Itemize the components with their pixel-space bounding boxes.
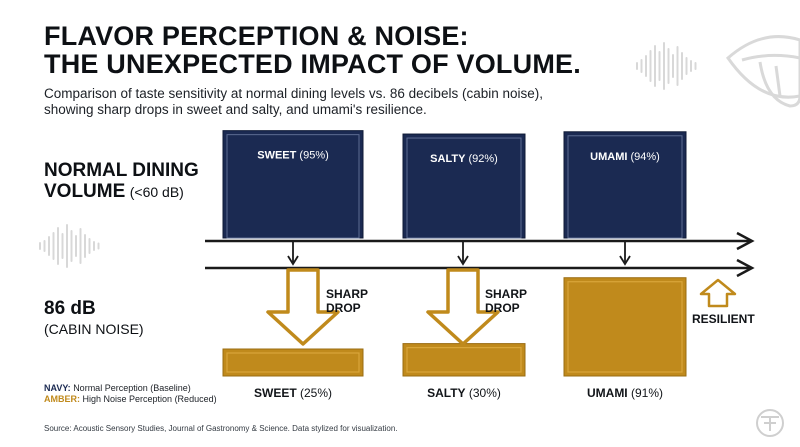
brand-logo-icon xyxy=(756,409,784,437)
bar-noise-label-salty: SALTY (30%) xyxy=(427,386,501,400)
bar-normal-value-salty: (92%) xyxy=(465,153,497,165)
sharp-drop-label-sweet-2: DROP xyxy=(326,301,361,315)
bar-normal-value-umami: (94%) xyxy=(627,151,659,163)
bar-noise-value-sweet: (25%) xyxy=(297,386,332,400)
bar-normal-category-salty: SALTY xyxy=(430,153,466,165)
bar-noise-umami xyxy=(563,277,687,377)
sharp-drop-label-sweet-1: SHARP xyxy=(326,287,368,301)
timeline-axis xyxy=(205,231,755,278)
connector-arrowhead-2 xyxy=(619,255,631,266)
bar-noise-label-umami: UMAMI (91%) xyxy=(587,386,663,400)
bar-normal-label-sweet: SWEET (95%) xyxy=(257,150,329,162)
bar-noise-label-sweet: SWEET (25%) xyxy=(254,386,332,400)
bar-noise-inner-salty xyxy=(406,347,522,373)
bar-normal-value-sweet: (95%) xyxy=(296,150,328,162)
legend-amber-text: High Noise Perception (Reduced) xyxy=(82,394,217,404)
up-arrow-icon xyxy=(699,278,737,308)
noise-level-label: 86 dB (CABIN NOISE) xyxy=(44,298,144,337)
title-line-1: FLAVOR PERCEPTION & NOISE: xyxy=(44,21,469,51)
bar-noise-value-umami: (91%) xyxy=(628,386,663,400)
bar-noise-inner-umami xyxy=(567,281,683,373)
noise-level-line-1: 86 dB xyxy=(44,298,96,319)
down-arrow-icon xyxy=(266,268,340,346)
page-subtitle: Comparison of taste sensitivity at norma… xyxy=(44,86,543,117)
bar-noise-category-salty: SALTY xyxy=(427,386,465,400)
down-arrow-icon xyxy=(426,268,500,346)
normal-volume-line-1: NORMAL DINING xyxy=(44,160,199,181)
bar-noise-salty xyxy=(402,343,526,377)
bar-normal-label-umami: UMAMI (94%) xyxy=(590,151,660,163)
mouth-tongue-icon xyxy=(726,35,800,108)
sound-wave-icon xyxy=(636,42,697,90)
normal-volume-line-2: VOLUME xyxy=(44,181,126,202)
bar-noise-category-sweet: SWEET xyxy=(254,386,297,400)
bar-normal-inner-salty xyxy=(406,137,522,239)
noise-level-line-2: (CABIN NOISE) xyxy=(44,321,144,337)
bar-normal-inner-umami xyxy=(567,135,683,239)
resilient-label: RESILIENT xyxy=(692,312,755,326)
legend-navy-key: NAVY: xyxy=(44,383,71,393)
bar-normal-label-salty: SALTY (92%) xyxy=(430,153,498,165)
sound-wave-icon xyxy=(39,224,100,268)
sharp-drop-label-salty-2: DROP xyxy=(485,301,520,315)
connector-arrowhead-0 xyxy=(287,255,299,266)
sharp-drop-label-salty-1: SHARP xyxy=(485,287,527,301)
bar-noise-inner-sweet xyxy=(226,352,360,373)
bar-normal-salty xyxy=(402,133,526,239)
bar-normal-category-umami: UMAMI xyxy=(590,151,627,163)
bar-normal-umami xyxy=(563,131,687,239)
connector-arrowhead-1 xyxy=(457,255,469,266)
title-line-2: THE UNEXPECTED IMPACT OF VOLUME. xyxy=(44,49,581,79)
legend: NAVY: Normal Perception (Baseline) AMBER… xyxy=(44,383,217,405)
legend-navy-text: Normal Perception (Baseline) xyxy=(73,383,191,393)
legend-amber-key: AMBER: xyxy=(44,394,80,404)
legend-navy: NAVY: Normal Perception (Baseline) xyxy=(44,383,217,394)
bar-normal-category-sweet: SWEET xyxy=(257,150,296,162)
legend-amber: AMBER: High Noise Perception (Reduced) xyxy=(44,394,217,405)
bar-normal-sweet xyxy=(222,130,364,239)
bar-noise-category-umami: UMAMI xyxy=(587,386,628,400)
bar-normal-inner-sweet xyxy=(226,134,360,239)
bar-noise-value-salty: (30%) xyxy=(466,386,501,400)
normal-volume-label: NORMAL DINING VOLUME (<60 dB) xyxy=(44,160,199,202)
page-title: FLAVOR PERCEPTION & NOISE: THE UNEXPECTE… xyxy=(44,22,581,78)
source-note: Source: Acoustic Sensory Studies, Journa… xyxy=(44,424,398,433)
normal-volume-suffix: (<60 dB) xyxy=(129,184,184,200)
